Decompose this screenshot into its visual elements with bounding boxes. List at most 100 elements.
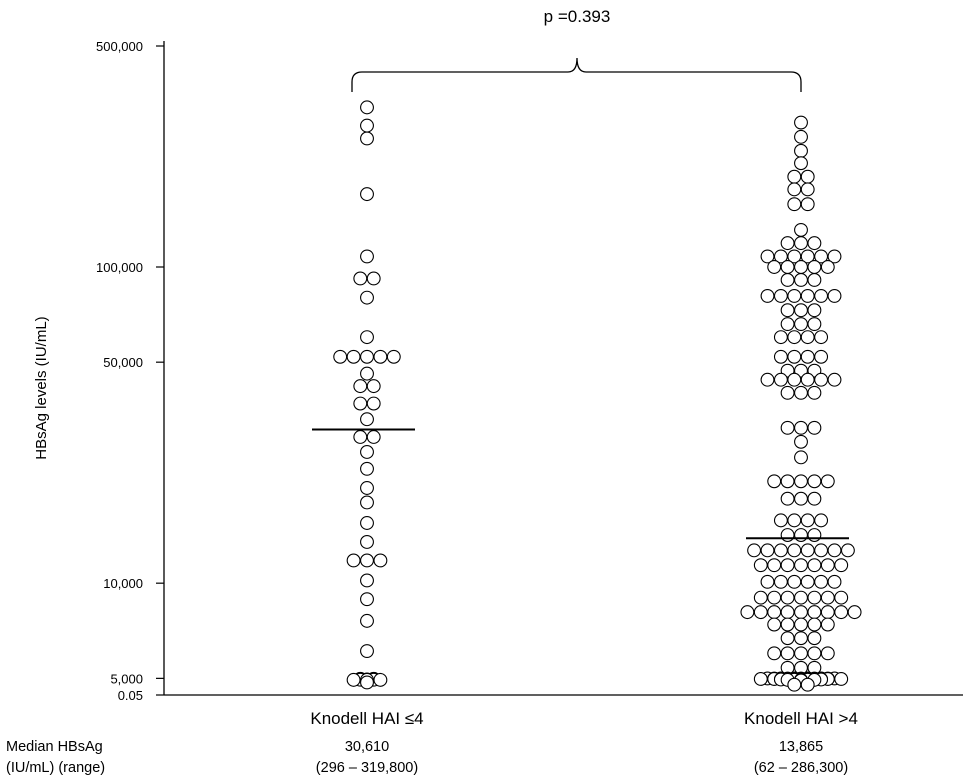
- data-point: [753, 590, 768, 605]
- footer-label-line-1: Median HBsAg: [6, 739, 103, 755]
- data-point: [794, 528, 808, 542]
- data-point: [360, 613, 374, 628]
- data-point: [767, 558, 782, 573]
- data-point: [767, 605, 782, 620]
- data-point: [800, 249, 815, 264]
- data-point: [820, 474, 835, 489]
- data-point: [834, 558, 849, 573]
- data-point: [807, 236, 822, 251]
- data-point: [814, 513, 829, 528]
- range-value-group-1: (296 – 319,800): [316, 760, 418, 776]
- data-point: [787, 288, 802, 303]
- data-point: [753, 605, 768, 620]
- data-point: [800, 330, 815, 345]
- data-point: [360, 445, 374, 459]
- data-point: [787, 182, 802, 197]
- data-point: [807, 590, 822, 605]
- data-point: [794, 631, 808, 646]
- median-value-group-1: 30,610: [345, 739, 389, 755]
- data-point: [780, 474, 795, 489]
- data-point: [747, 543, 762, 558]
- category-label-group-2: Knodell HAI >4: [744, 709, 858, 728]
- data-point: [767, 646, 782, 661]
- data-point: [794, 605, 808, 620]
- median-value-group-2: 13,865: [779, 739, 823, 755]
- data-point: [360, 535, 374, 549]
- data-point: [794, 617, 808, 632]
- data-point: [807, 385, 822, 400]
- y-tick-label: 0.05: [118, 688, 143, 703]
- data-point: [807, 558, 822, 573]
- data-point: [753, 672, 768, 686]
- data-point: [794, 317, 808, 332]
- data-point: [780, 528, 795, 542]
- data-point: [807, 273, 822, 287]
- data-point: [366, 379, 381, 394]
- y-axis-label: HBsAg levels (IU/mL): [33, 316, 50, 459]
- data-point: [807, 491, 822, 506]
- data-point: [360, 100, 374, 115]
- data-point: [753, 558, 768, 573]
- data-point: [760, 574, 775, 589]
- data-point: [794, 236, 808, 251]
- data-points: [333, 100, 862, 692]
- data-point: [834, 672, 849, 686]
- data-point: [360, 249, 374, 264]
- data-point: [800, 513, 815, 528]
- data-point: [807, 617, 822, 632]
- data-point: [820, 617, 835, 632]
- data-point: [827, 372, 842, 387]
- data-point: [360, 412, 374, 427]
- data-point: [794, 590, 808, 605]
- data-point: [780, 491, 795, 506]
- data-point: [780, 646, 795, 661]
- data-point: [794, 434, 808, 449]
- data-point: [827, 543, 842, 558]
- median-lines: [312, 428, 849, 540]
- data-point: [794, 646, 808, 661]
- data-point: [807, 631, 822, 646]
- data-point: [787, 169, 802, 184]
- data-point: [794, 474, 808, 489]
- data-point: [787, 543, 802, 558]
- data-point: [814, 372, 829, 387]
- data-point: [333, 349, 348, 364]
- data-point: [814, 330, 829, 345]
- data-point: [794, 129, 808, 144]
- data-point: [787, 197, 802, 212]
- data-point: [773, 574, 788, 589]
- y-axis-ticks: 500,000 100,000 50,000 10,000 5,000 0.05: [96, 39, 164, 703]
- data-point: [780, 605, 795, 620]
- data-point: [360, 592, 374, 607]
- data-point: [794, 222, 808, 237]
- data-point: [807, 646, 822, 661]
- y-tick-label: 50,000: [103, 355, 143, 370]
- data-point: [807, 474, 822, 489]
- data-point: [787, 513, 802, 528]
- data-point: [800, 574, 815, 589]
- data-point: [787, 330, 802, 345]
- data-point: [373, 672, 388, 687]
- data-point: [773, 249, 788, 264]
- data-point: [353, 396, 368, 411]
- data-point: [794, 450, 808, 465]
- category-label-group-1: Knodell HAI ≤4: [310, 709, 423, 728]
- data-point: [760, 372, 775, 387]
- data-point: [807, 420, 822, 435]
- data-point: [800, 372, 815, 387]
- data-point: [794, 143, 808, 158]
- data-point: [834, 605, 849, 620]
- data-point: [373, 349, 388, 364]
- footer-label-line-2: (IU/mL) (range): [6, 760, 105, 776]
- data-point: [767, 474, 782, 489]
- data-point: [800, 349, 815, 364]
- data-point: [794, 115, 808, 130]
- data-point: [787, 574, 802, 589]
- data-point: [780, 236, 795, 251]
- data-point: [780, 558, 795, 573]
- data-point: [366, 396, 381, 411]
- data-point: [386, 349, 401, 364]
- data-point: [346, 349, 361, 364]
- data-point: [780, 631, 795, 646]
